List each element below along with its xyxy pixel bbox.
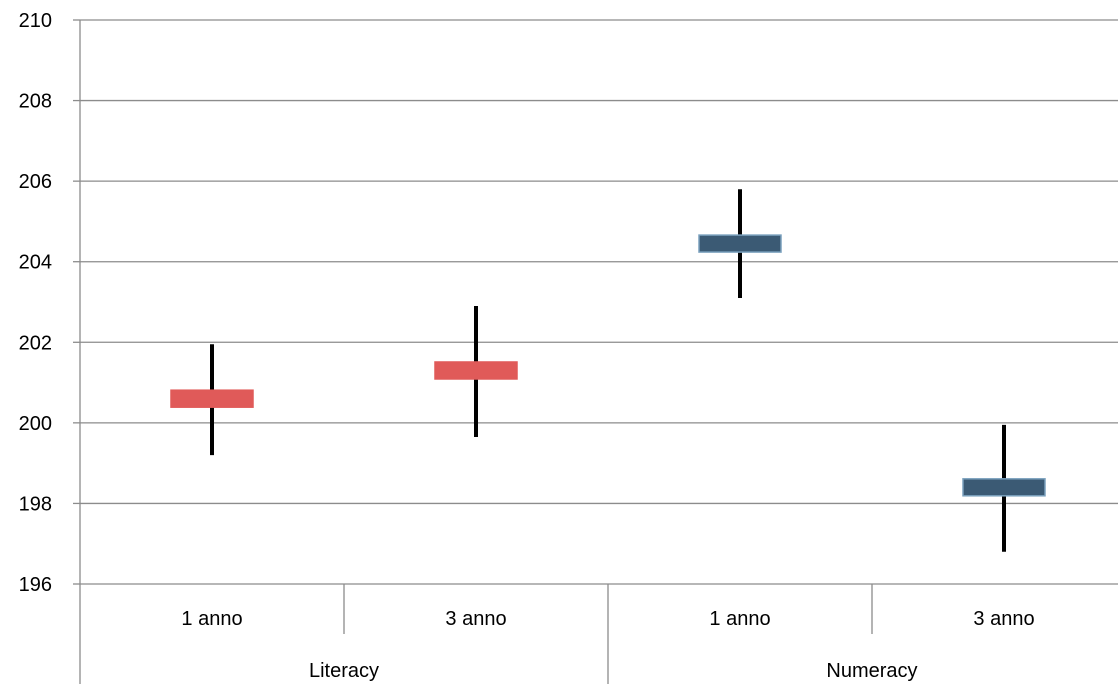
mean-marker-literacy-2	[434, 361, 518, 380]
y-axis-tick-labels: 196 198 200 202 204 206 208 210	[19, 10, 52, 596]
x-category-label-numeracy-1: 1 anno	[709, 608, 770, 630]
x-category-label-numeracy-2: 3 anno	[973, 608, 1034, 630]
x-category-label-literacy-2: 3 anno	[445, 608, 506, 630]
x-group-label-numeracy: Numeracy	[826, 660, 917, 682]
y-tick-label-196: 196	[19, 574, 52, 596]
x-category-label-literacy-1: 1 anno	[181, 608, 242, 630]
y-tick-label-202: 202	[19, 332, 52, 354]
x-axis-category-labels: 1 anno 3 anno Literacy 1 anno 3 anno Numeracy	[181, 584, 1035, 684]
data-marks	[170, 189, 1046, 552]
gridlines	[73, 19, 1118, 585]
y-tick-label-206: 206	[19, 171, 52, 193]
mean-marker-numeracy-2	[962, 478, 1046, 497]
y-tick-label-200: 200	[19, 413, 52, 435]
x-group-label-literacy: Literacy	[309, 660, 379, 682]
y-tick-label-210: 210	[19, 10, 52, 32]
y-tick-label-198: 198	[19, 493, 52, 515]
y-tick-label-208: 208	[19, 91, 52, 113]
mean-marker-literacy-1	[170, 389, 254, 408]
mean-marker-numeracy-1	[698, 234, 782, 253]
y-tick-label-204: 204	[19, 252, 52, 274]
